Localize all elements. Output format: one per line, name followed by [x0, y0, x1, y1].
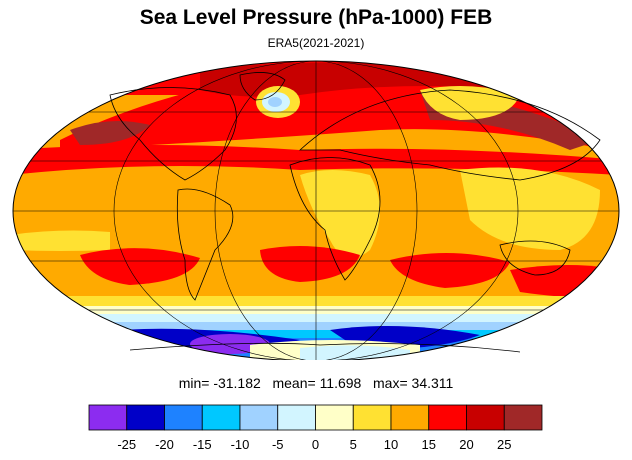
colorbar-box [315, 404, 354, 431]
graticule [13, 61, 619, 360]
globe-outline [12, 60, 620, 360]
colorbar-tick-label: 20 [459, 437, 473, 452]
colorbar-box [503, 404, 543, 431]
stats-line: min= -31.182 mean= 11.698 max= 34.311 [0, 375, 632, 391]
colorbar-box [164, 404, 203, 431]
colorbar-tick-label: -5 [272, 437, 284, 452]
min-value: -31.182 [213, 375, 261, 391]
mean-value: 11.698 [319, 375, 362, 391]
chart-subtitle: ERA5(2021-2021) [267, 36, 365, 50]
colorbar-box [390, 404, 430, 431]
colorbar-tick-label: 25 [497, 437, 511, 452]
colorbar-box [239, 404, 279, 431]
colorbar-tick-label: -10 [231, 437, 250, 452]
min-label: min= [178, 375, 210, 391]
colorbar-box [277, 404, 316, 431]
colorbar-box [428, 404, 467, 431]
colorbar-tick-label: 10 [384, 437, 398, 452]
chart-title: Sea Level Pressure (hPa-1000) FEB [139, 6, 493, 29]
max-label: max= [373, 375, 408, 391]
colorbar-tick-label: -25 [117, 437, 136, 452]
mean-label: mean= [272, 375, 316, 391]
pressure-map [12, 60, 620, 360]
colorbar-box [88, 404, 128, 431]
colorbar-tick-label: -20 [155, 437, 174, 452]
colorbar-tick-label: 0 [312, 437, 319, 452]
colorbar-tick-label: 15 [422, 437, 436, 452]
coastlines [109, 72, 601, 353]
colorbar-tick-label: 5 [350, 437, 357, 452]
colorbar-box [466, 404, 505, 431]
colorbar-box [352, 404, 392, 431]
colorbar-tick-label: -15 [193, 437, 212, 452]
colorbar-box [201, 404, 241, 431]
max-value: 34.311 [411, 375, 454, 391]
colorbar-box [126, 404, 165, 431]
